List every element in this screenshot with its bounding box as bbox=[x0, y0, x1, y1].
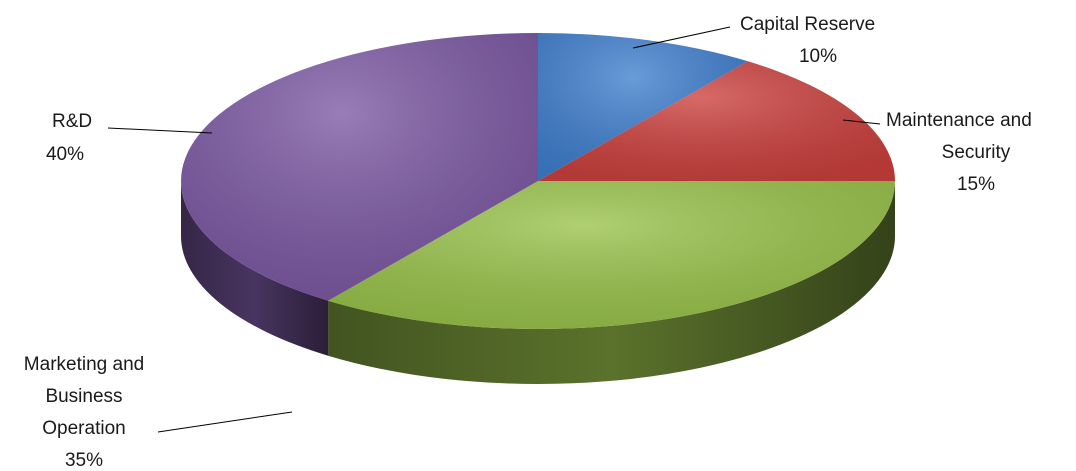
slice-value-4: 40% bbox=[46, 144, 84, 165]
pie-side-shade-4 bbox=[181, 181, 329, 356]
slice-label-3-line-1: Marketing and bbox=[24, 354, 144, 375]
leader-line-2 bbox=[842, 119, 881, 125]
leader-line-4 bbox=[107, 127, 213, 134]
pie-side-layer bbox=[181, 181, 895, 384]
slice-label-2-line-1: Maintenance and bbox=[886, 110, 1032, 131]
pie-slice-shine-2 bbox=[538, 61, 895, 181]
slice-value-2: 15% bbox=[957, 174, 995, 195]
leader-line-3 bbox=[157, 411, 293, 433]
slice-value-3: 35% bbox=[65, 450, 103, 471]
slice-label-3-line-3: Operation bbox=[42, 418, 125, 439]
pie-slice-shine-3 bbox=[328, 181, 895, 329]
slice-label-2-line-2: Security bbox=[942, 142, 1011, 163]
leader-line-1 bbox=[632, 26, 731, 49]
pie-side-shade-3 bbox=[328, 181, 895, 384]
pie-label-layer: Capital Reserve 10% Maintenance and Securit… bbox=[24, 14, 1032, 471]
slice-label-3-line-2: Business bbox=[45, 386, 122, 407]
pie-slice-shine-4 bbox=[181, 33, 538, 301]
slice-value-1: 10% bbox=[799, 46, 837, 67]
pie-top-layer bbox=[181, 33, 895, 329]
slice-label-4-line-1: R&D bbox=[52, 111, 92, 132]
slice-label-1-line-1: Capital Reserve bbox=[740, 14, 875, 35]
pie-slice-shine-1 bbox=[538, 33, 748, 181]
